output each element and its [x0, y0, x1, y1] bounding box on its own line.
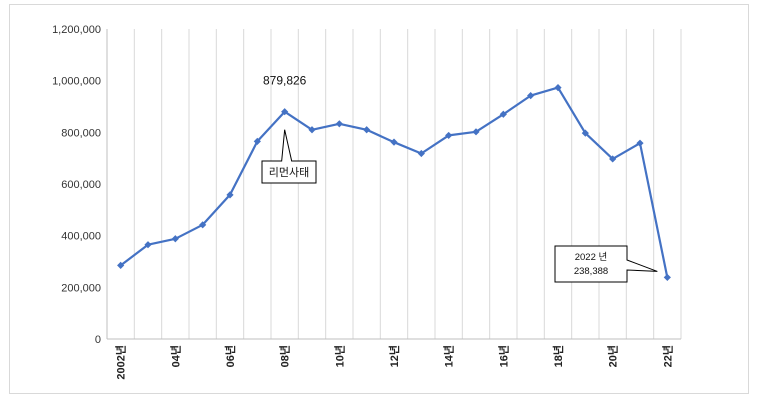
x-tick-label: 18년 [551, 345, 565, 367]
callout-text-lehman: 리먼사태 [269, 166, 309, 179]
data-point [253, 137, 261, 145]
y-tick-label: 800,000 [61, 127, 101, 139]
callout-text-2022-year: 2022 년 [575, 252, 608, 263]
data-point [226, 191, 234, 199]
data-point [499, 110, 507, 118]
data-point [663, 273, 671, 282]
data-point [554, 84, 562, 92]
x-tick-label: 12년 [387, 345, 401, 367]
callout-text-2022-value: 238,388 [574, 266, 608, 277]
data-point [581, 129, 589, 137]
y-tick-label: 1,200,000 [52, 24, 101, 36]
y-tick-label: 600,000 [61, 179, 101, 191]
chart-frame: 0 200,000 400,000 600,000 800,000 1,000,000 1,… [9, 4, 749, 394]
data-point [417, 149, 425, 158]
x-tick-label: 10년 [332, 345, 346, 367]
x-tick-label: 04년 [168, 345, 182, 367]
data-point [199, 221, 207, 229]
x-tick-label: 16년 [496, 345, 510, 367]
x-tick-label: 2002년 [114, 345, 128, 380]
data-point [390, 138, 398, 146]
x-tick-label: 06년 [223, 345, 237, 367]
data-point [527, 92, 535, 100]
line-chart: 0 200,000 400,000 600,000 800,000 1,000,000 1,… [52, 24, 682, 380]
data-point [363, 126, 371, 134]
x-tick-label: 14년 [442, 345, 456, 367]
callout-box-lehman [261, 129, 317, 184]
y-tick-label: 400,000 [61, 231, 101, 243]
x-tick-label: 08년 [278, 345, 292, 367]
data-point [117, 261, 125, 269]
y-tick-label: 0 [95, 334, 101, 346]
data-point [335, 120, 343, 128]
peak-value-label: 879,826 [263, 74, 307, 88]
x-tick-label: 22년 [660, 345, 674, 367]
y-tick-label: 200,000 [61, 282, 101, 294]
data-point [445, 131, 453, 140]
data-point [281, 108, 289, 116]
data-point [472, 128, 480, 136]
data-point [171, 235, 179, 243]
x-tick-label: 20년 [606, 345, 620, 367]
data-point [308, 126, 316, 134]
callout-box-2022 [554, 245, 658, 283]
data-point [609, 155, 617, 163]
data-point [636, 139, 644, 147]
data-point [144, 241, 152, 249]
y-tick-label: 1,000,000 [52, 76, 101, 88]
